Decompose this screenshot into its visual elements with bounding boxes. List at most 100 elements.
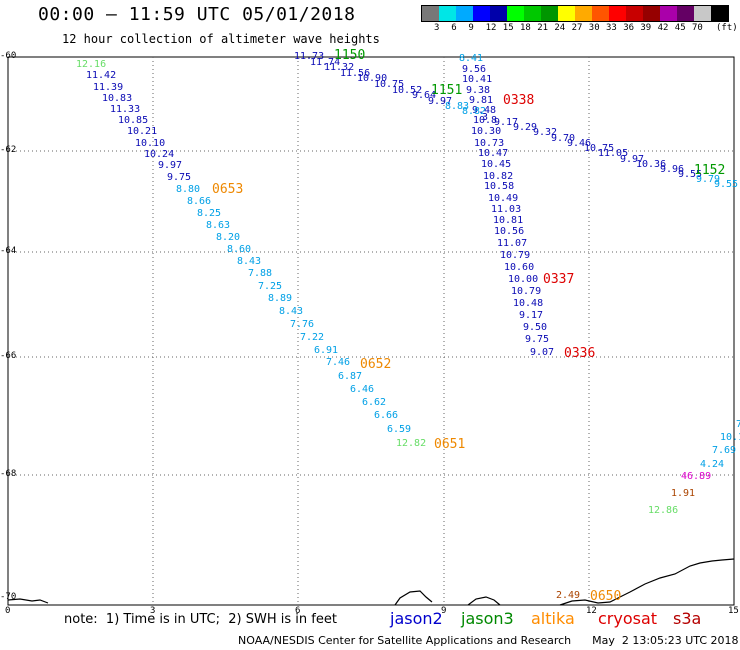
swh-value: 9.48 bbox=[472, 105, 497, 116]
swh-value: 9.97 bbox=[428, 96, 453, 107]
time-label: 0336 bbox=[564, 346, 596, 361]
footer-credit: NOAA/NESDIS Center for Satellite Applica… bbox=[238, 634, 739, 647]
legend-jason3: jason3 bbox=[461, 609, 514, 628]
scale-swatch bbox=[711, 6, 728, 21]
swh-value: 10.75 bbox=[374, 79, 405, 90]
scale-label: 70 bbox=[692, 23, 703, 33]
scale-swatch bbox=[660, 6, 677, 21]
swh-value: 9.96 bbox=[660, 164, 685, 175]
swh-value: 10.79 bbox=[500, 250, 531, 261]
swh-value: 10.10 bbox=[135, 138, 166, 149]
swh-value: 6.59 bbox=[387, 424, 412, 435]
swh-value: 11.42 bbox=[86, 70, 117, 81]
swh-value: 9.32 bbox=[533, 127, 558, 138]
y-label: -62 bbox=[0, 145, 17, 155]
swh-value: 12.86 bbox=[648, 505, 679, 516]
y-label: -70 bbox=[0, 592, 17, 602]
swh-value: 9.70 bbox=[551, 133, 576, 144]
time-label: 1152 bbox=[694, 163, 726, 178]
scale-label: 9 bbox=[468, 23, 474, 33]
swh-value: 8.20 bbox=[216, 232, 241, 243]
swh-value: 9.17 bbox=[494, 117, 519, 128]
scale-label: 24 bbox=[554, 23, 566, 33]
scale-swatch bbox=[422, 6, 439, 21]
time-label: 1151 bbox=[431, 83, 463, 98]
swh-value: 9.64 bbox=[412, 90, 437, 101]
swh-value: 8.60 bbox=[227, 244, 252, 255]
x-label: 12 bbox=[586, 606, 597, 616]
swh-value: 9.17 bbox=[519, 310, 544, 321]
scale-swatch bbox=[507, 6, 524, 21]
y-label: -64 bbox=[0, 246, 17, 256]
swh-value: 8.80 bbox=[176, 184, 201, 195]
scale-swatch bbox=[609, 6, 626, 21]
swh-value: 9.29 bbox=[513, 122, 538, 133]
swh-value: 4.24 bbox=[700, 459, 725, 470]
swh-value: 9.97 bbox=[620, 154, 645, 165]
swh-value: 8.82 bbox=[462, 106, 487, 117]
scale-swatch bbox=[643, 6, 660, 21]
swh-value: 10.41 bbox=[462, 74, 493, 85]
swh-value: 10.30 bbox=[471, 126, 502, 137]
swh-value: 11.32 bbox=[324, 62, 355, 73]
swh-value: 10.24 bbox=[144, 149, 175, 160]
swh-value: 10.83 bbox=[102, 93, 133, 104]
scale-label: 27 bbox=[571, 23, 583, 33]
legend-s3a: s3a bbox=[673, 609, 702, 628]
swh-value: 9.07 bbox=[530, 347, 555, 358]
swh-value: 11.05 bbox=[598, 148, 629, 159]
swh-value: 10.73 bbox=[474, 138, 505, 149]
x-label: 9 bbox=[441, 606, 447, 616]
map-title: 00:00 — 11:59 UTC 05/01/2018 bbox=[38, 4, 356, 25]
swh-value: 10.36 bbox=[636, 159, 667, 170]
swh-value: 6.91 bbox=[314, 345, 339, 356]
swh-value: 8.83 bbox=[445, 101, 470, 112]
swh-value: 7.22 bbox=[300, 332, 325, 343]
swh-value: 10.21 bbox=[127, 126, 158, 137]
swh-value: 46.89 bbox=[681, 471, 712, 482]
swh-value: 1.91 bbox=[671, 488, 696, 499]
scale-swatch bbox=[456, 6, 473, 21]
scale-label: 6 bbox=[451, 23, 457, 33]
swh-value: 6.87 bbox=[338, 371, 363, 382]
y-label: -66 bbox=[0, 351, 17, 361]
swh-value: 10.49 bbox=[488, 193, 519, 204]
scale-label: 12 bbox=[485, 23, 497, 33]
y-label: -68 bbox=[0, 469, 17, 479]
swh-value: 10.47 bbox=[478, 148, 509, 159]
color-scale bbox=[421, 5, 729, 22]
swh-value: 12.16 bbox=[76, 59, 107, 70]
swh-value: 9.46 bbox=[567, 138, 592, 149]
coastline bbox=[7, 558, 735, 606]
scale-swatch bbox=[473, 6, 490, 21]
plot-frame bbox=[7, 56, 735, 606]
swh-value: 11.03 bbox=[491, 204, 522, 215]
swh-value: 2.49 bbox=[556, 590, 581, 601]
x-label: 15 bbox=[728, 606, 739, 616]
swh-value: 11.33 bbox=[110, 104, 141, 115]
scale-label: 30 bbox=[588, 23, 600, 33]
legend-altika: altika bbox=[531, 609, 575, 628]
time-label: 0650 bbox=[590, 589, 622, 604]
time-label: 1150 bbox=[334, 48, 366, 63]
swh-value: 8.63 bbox=[206, 220, 231, 231]
scale-swatch bbox=[541, 6, 558, 21]
swh-value: 10.00 bbox=[508, 274, 539, 285]
time-label: 0653 bbox=[212, 182, 244, 197]
swh-value: 10.1 bbox=[720, 432, 740, 443]
scale-swatch bbox=[694, 6, 711, 21]
swh-value: 11.73 bbox=[294, 51, 325, 62]
swh-value: 10.90 bbox=[357, 73, 388, 84]
scale-swatch bbox=[490, 6, 507, 21]
scale-swatch bbox=[439, 6, 456, 21]
swh-value: 10.81 bbox=[493, 215, 524, 226]
swh-value: 7.69 bbox=[712, 445, 737, 456]
swh-value: 8.66 bbox=[187, 196, 212, 207]
swh-value: 3 bbox=[482, 112, 489, 123]
scale-label: 15 bbox=[502, 23, 514, 33]
swh-value: 9.55 bbox=[714, 179, 739, 190]
swh-value: 11.39 bbox=[93, 82, 124, 93]
swh-value: 9.75 bbox=[525, 334, 550, 345]
swh-value: 7.76 bbox=[290, 319, 315, 330]
